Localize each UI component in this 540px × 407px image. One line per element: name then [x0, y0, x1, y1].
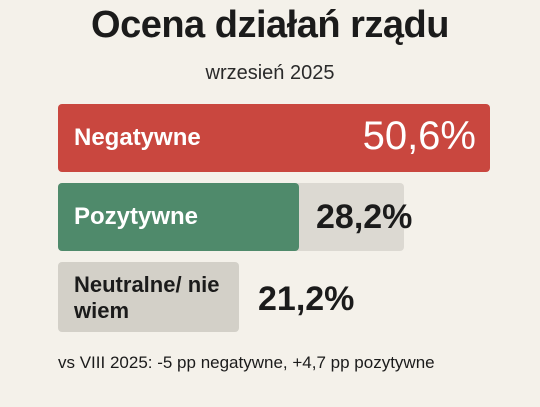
value-neutralne: 21,2% — [258, 280, 355, 318]
bar-label-negatywne: Negatywne — [74, 124, 201, 151]
chart-title: Ocena działań rządu — [91, 4, 449, 46]
value-pozytywne: 28,2% — [316, 198, 413, 236]
bar-negatywne — [58, 104, 490, 172]
chart-subtitle: wrzesień 2025 — [205, 62, 335, 84]
bar-label-pozytywne: Pozytywne — [74, 203, 199, 230]
bar-neutralne — [58, 262, 239, 332]
bar-label-neutralne: Neutralne/ nie wiem — [74, 272, 220, 323]
value-negatywne: 50,6% — [362, 114, 476, 158]
bar-pozytywne — [58, 183, 299, 251]
comparison-note: vs VIII 2025: -5 pp negatywne, +4,7 pp p… — [58, 353, 435, 372]
